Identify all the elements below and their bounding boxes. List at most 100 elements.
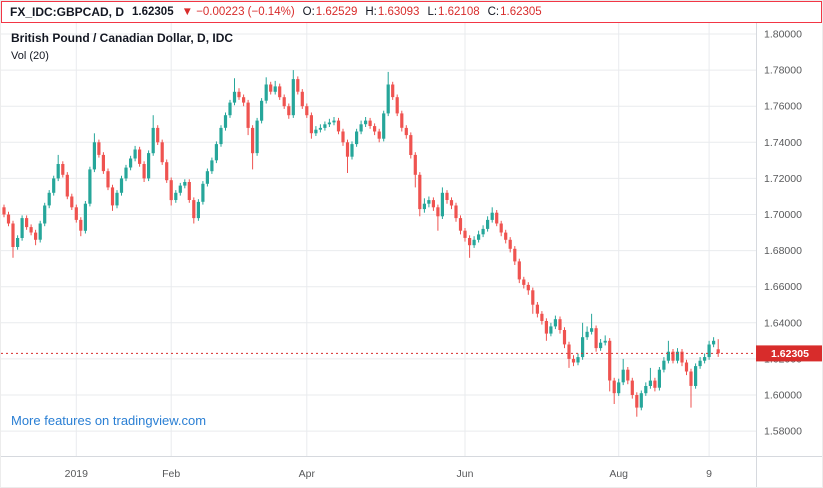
candle-body [255, 120, 259, 154]
candle-body [309, 115, 313, 134]
candle-body [287, 106, 291, 116]
candle-body [698, 360, 702, 367]
candle-body [630, 380, 634, 395]
candle-body [594, 328, 598, 349]
chart-title[interactable]: British Pound / Canadian Dollar, D, IDC [11, 31, 234, 45]
high-number: 1.63093 [377, 6, 420, 18]
symbol-name[interactable]: FX_IDC:GBPCAD, D [10, 5, 125, 19]
candle-body [468, 238, 472, 246]
candle-body [83, 203, 87, 231]
candle-body [174, 192, 178, 200]
last-price: 1.62305 [132, 6, 174, 18]
candle-body [138, 149, 142, 164]
candle-body [481, 228, 485, 235]
candle-body [52, 178, 56, 193]
candle-body [129, 158, 133, 168]
candle-body [526, 284, 530, 291]
candle-body [413, 154, 417, 175]
candle-body [142, 164, 146, 179]
candle-body [486, 219, 490, 229]
candle-body [20, 218, 24, 238]
candle-body [648, 380, 652, 386]
candle-body [549, 326, 553, 334]
candle-body [264, 84, 268, 101]
low-label: L: [427, 6, 438, 18]
candle-body [88, 169, 92, 204]
candle-body [499, 223, 503, 233]
candle-body [458, 218, 463, 231]
y-axis-label: 1.72000 [764, 173, 802, 185]
candle-body [553, 319, 557, 327]
candle-body [223, 115, 228, 128]
price-tag [756, 345, 822, 362]
candle-body [427, 200, 431, 204]
chart-pane[interactable] [1, 23, 756, 456]
candle-body [156, 127, 160, 143]
candle-body [477, 234, 481, 240]
candle-body [56, 164, 60, 179]
candle-body [404, 127, 408, 136]
candle-body [201, 183, 205, 202]
candle-body [436, 207, 440, 217]
change-value: −0.00223 (−0.14%) [196, 6, 295, 18]
tradingview-link[interactable]: More features on tradingview.com [11, 413, 207, 428]
candle-body [345, 142, 350, 157]
candle-body [305, 106, 309, 116]
candlestick-chart[interactable]: 1.80000 1.78000 1.76000 1.74000 1.72000 1.700… [1, 23, 823, 488]
down-arrow-icon: ▼ [181, 6, 193, 18]
candle-body [364, 120, 368, 125]
candle-body [251, 127, 255, 154]
candle-body [603, 340, 607, 343]
candle-body [323, 124, 327, 128]
candle-body [273, 86, 277, 92]
price-change: ▼ −0.00223 (−0.14%) [182, 6, 295, 18]
y-axis-label: 1.68000 [764, 245, 802, 257]
candle-body [657, 369, 661, 388]
candle-body [61, 164, 65, 175]
candle-body [232, 91, 237, 103]
candle-body [332, 120, 336, 123]
candle-body [219, 127, 223, 145]
candle-body [540, 313, 544, 321]
candle-body [707, 344, 711, 358]
candle-body [504, 232, 508, 240]
candle-body [70, 196, 74, 208]
price-scale[interactable] [756, 23, 823, 488]
candle-body [260, 100, 264, 121]
candle-body [463, 230, 467, 238]
candle-body [612, 380, 616, 394]
x-axis-label: 2019 [65, 468, 89, 480]
candle-body [336, 120, 341, 132]
candle-body [454, 205, 458, 219]
candle-body [382, 113, 386, 139]
candle-body [535, 304, 539, 314]
candle-body [712, 340, 716, 345]
candle-body [675, 351, 680, 361]
candle-body [110, 187, 115, 206]
candle-body [291, 79, 295, 116]
candle-body [395, 97, 399, 114]
candle-body [178, 185, 182, 193]
candle-body [671, 351, 675, 361]
candle-body [355, 131, 359, 145]
time-scale[interactable] [1, 456, 756, 488]
candle-body [689, 371, 693, 386]
candle-body [119, 178, 124, 193]
candle-body [703, 357, 707, 361]
candle-body [318, 127, 322, 130]
candle-body [74, 207, 78, 220]
candle-body [666, 351, 670, 361]
candle-body [47, 192, 51, 206]
x-axis-label: 9 [706, 468, 712, 480]
candle-body [431, 200, 435, 208]
candle-body [79, 219, 83, 231]
open-label: O: [302, 6, 315, 18]
low-value: L: 1.62108 [427, 6, 479, 18]
candle-body [282, 97, 286, 107]
candle-body [409, 135, 413, 155]
candle-body [608, 340, 612, 381]
candle-body [585, 331, 589, 338]
price-tag-label: 1.62305 [771, 348, 809, 360]
volume-indicator-label[interactable]: Vol (20) [11, 50, 49, 62]
open-number: 1.62529 [315, 6, 358, 18]
